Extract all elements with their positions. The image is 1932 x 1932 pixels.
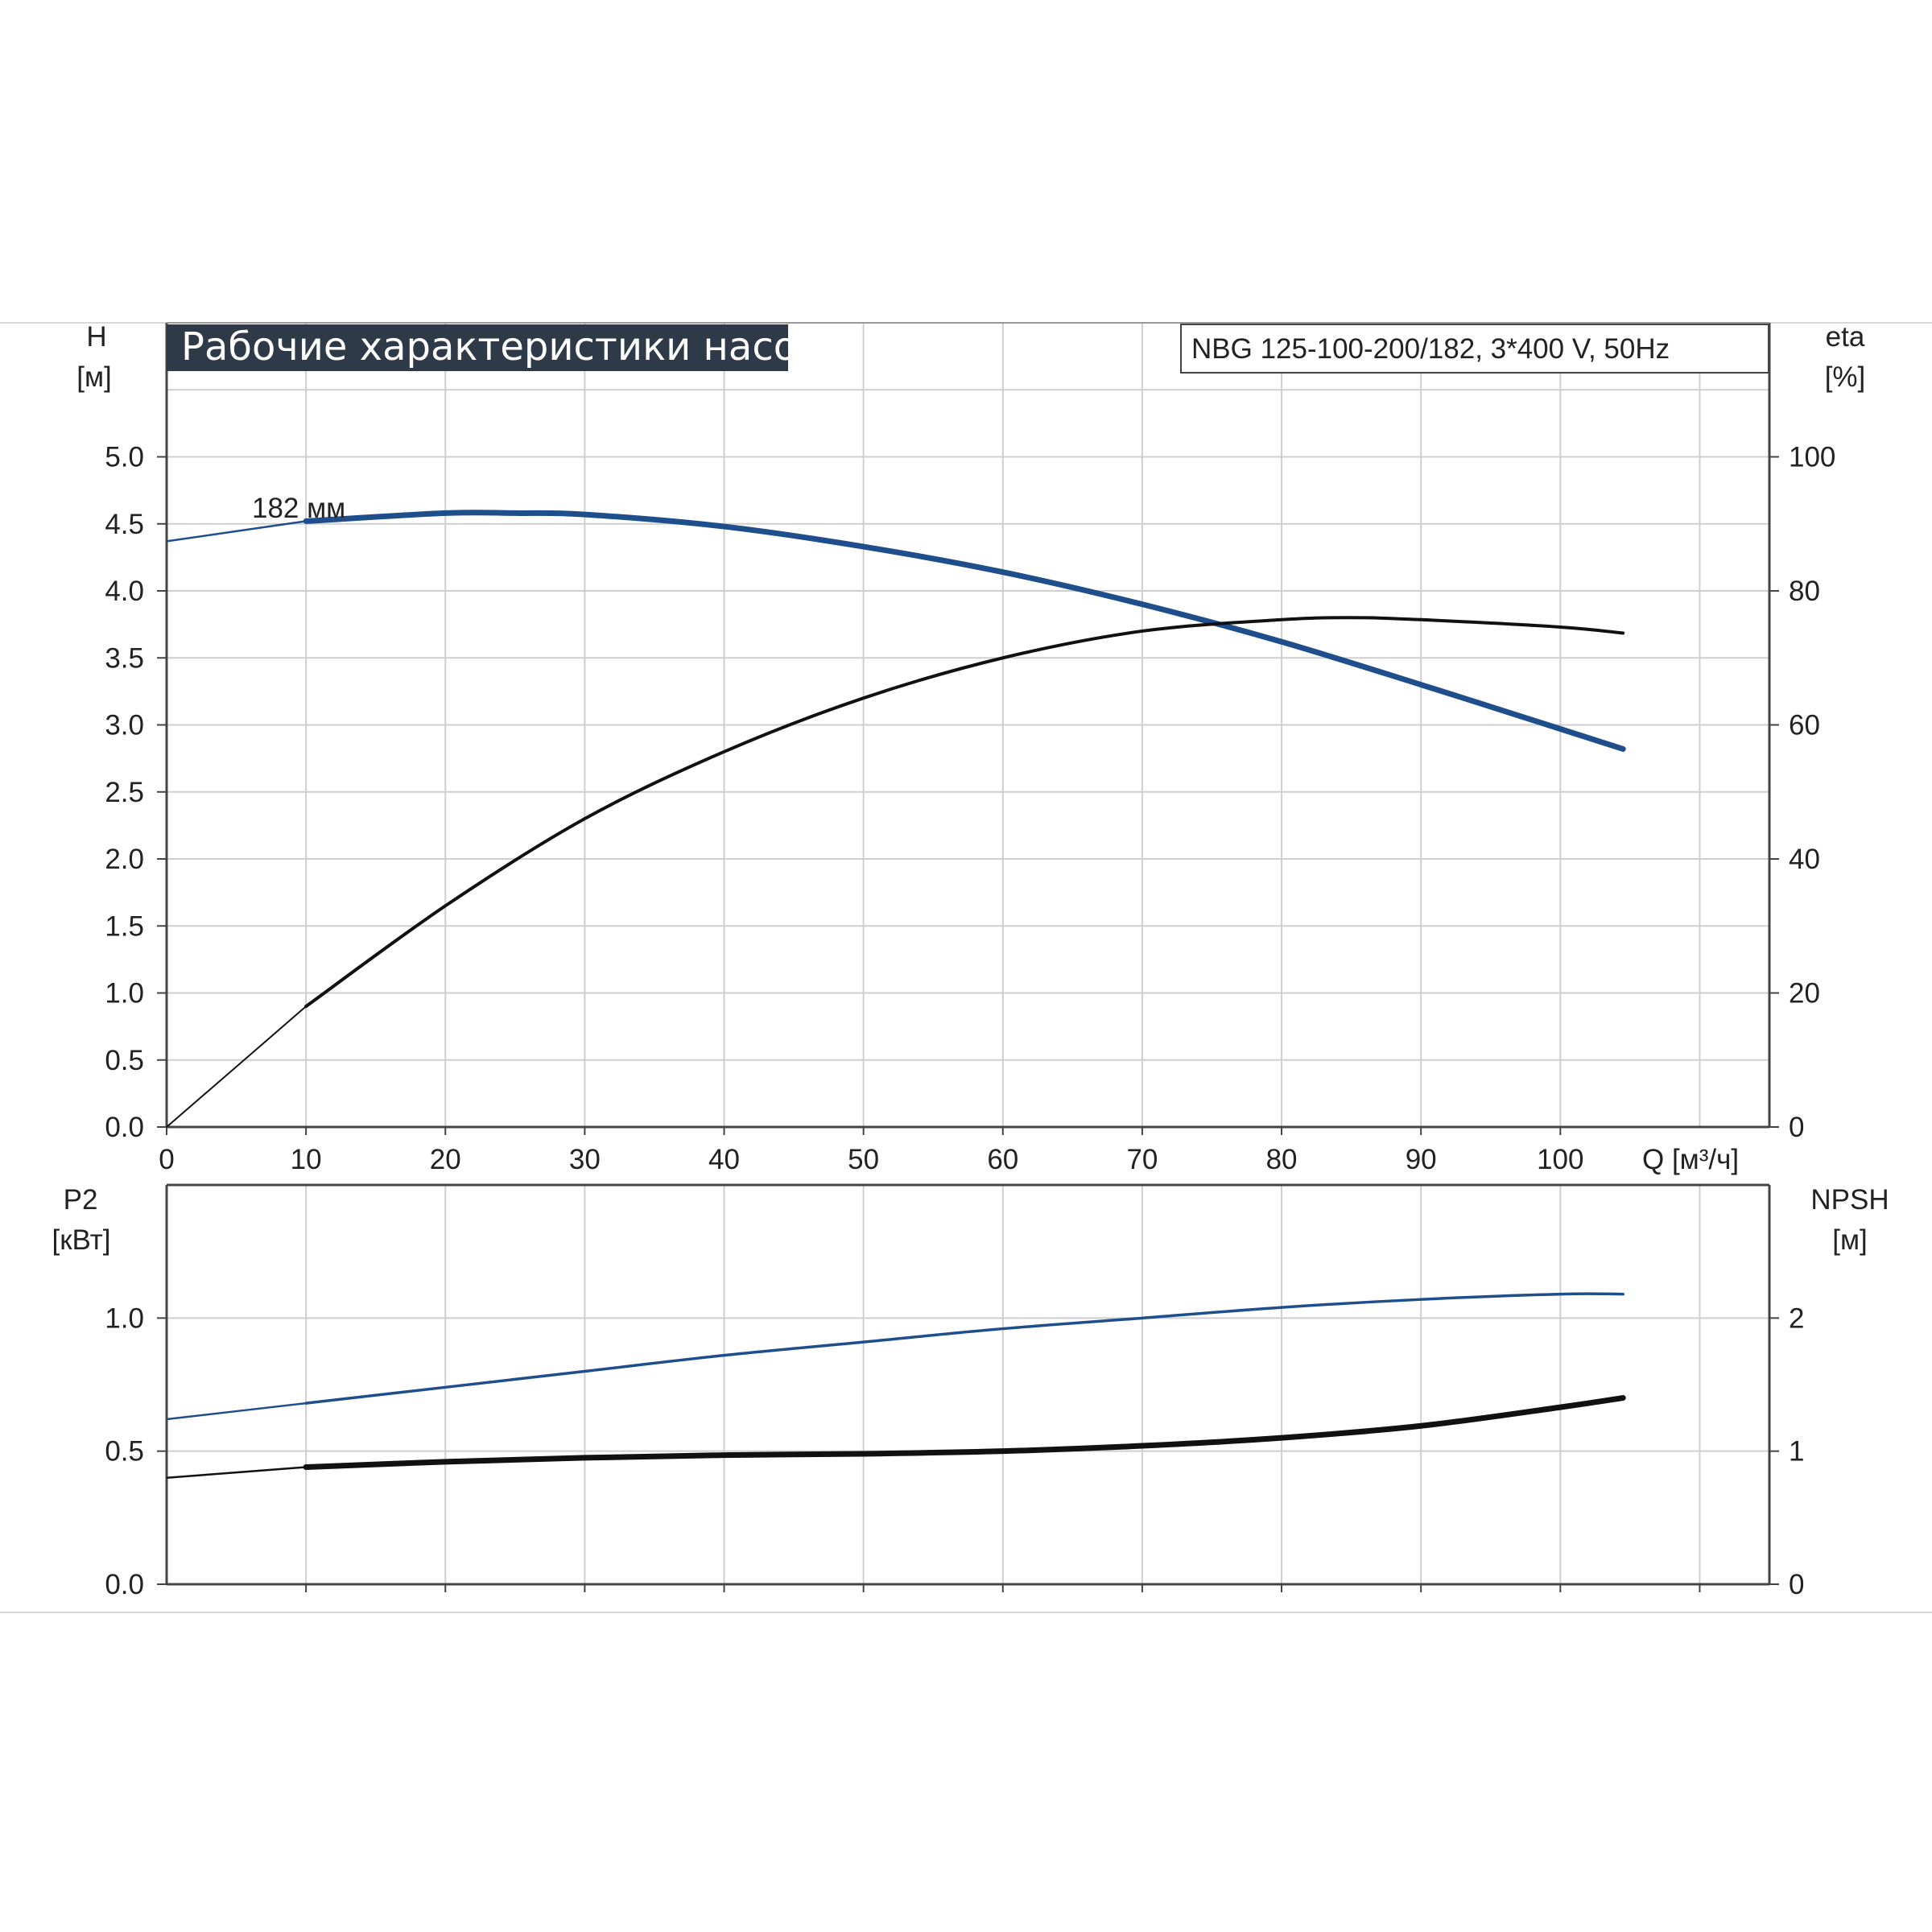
bottom-grid: [167, 1185, 1769, 1584]
x-tick-label: 0: [159, 1144, 174, 1175]
left-tick-label: 3.0: [105, 710, 144, 741]
left-tick-label: 1.0: [105, 1302, 144, 1334]
power-curve-extension: [166, 1402, 307, 1421]
impeller-diameter-label: 182 мм: [252, 493, 345, 524]
right-tick-label: 60: [1789, 710, 1820, 741]
curves: [166, 510, 1626, 1479]
left-tick-label: 1.0: [105, 978, 144, 1009]
right-tick-label: 20: [1789, 978, 1820, 1009]
npsh-curve: [303, 1395, 1626, 1471]
bottom-ticks: 0.0 0.5 1.0 0 1 2: [105, 1302, 1804, 1600]
power-axis-label: P2: [64, 1184, 98, 1216]
x-tick-label: 90: [1406, 1144, 1437, 1175]
top-grid: [167, 323, 1769, 1127]
efficiency-axis-label: eta: [1826, 321, 1865, 353]
left-tick-label: 0.5: [105, 1045, 144, 1076]
left-tick-label: 5.0: [105, 442, 144, 473]
power-axis-unit: [кВт]: [52, 1224, 111, 1256]
right-tick-label: 100: [1789, 442, 1835, 473]
left-tick-label: 2.0: [105, 844, 144, 875]
right-tick-label: 1: [1789, 1436, 1804, 1468]
power-curve: [304, 1292, 1624, 1405]
efficiency-curve: [304, 616, 1625, 1009]
x-tick-label: 20: [430, 1144, 461, 1175]
right-tick-label: 80: [1789, 576, 1820, 607]
efficiency-curve-extension: [166, 1005, 307, 1128]
x-tick-label: 10: [291, 1144, 322, 1175]
left-tick-label: 4.5: [105, 509, 144, 540]
right-tick-label: 0: [1789, 1569, 1804, 1600]
title-box: [167, 324, 788, 371]
left-tick-label: 1.5: [105, 910, 144, 942]
x-tick-label: 70: [1126, 1144, 1158, 1175]
head-curve-extension: [166, 520, 307, 543]
chart-title: Рабочие характеристики насоса: [181, 324, 842, 369]
x-tick-label: 60: [987, 1144, 1018, 1175]
head-curve: [303, 510, 1626, 752]
efficiency-axis-unit: [%]: [1825, 361, 1866, 393]
left-tick-label: 2.5: [105, 777, 144, 808]
flow-axis-label: Q [м³/ч]: [1642, 1144, 1739, 1175]
x-tick-label: 50: [848, 1144, 879, 1175]
model-box: [1180, 324, 1769, 374]
left-tick-label: 0.5: [105, 1436, 144, 1468]
right-tick-label: 2: [1789, 1302, 1804, 1334]
head-axis-label: H: [86, 321, 106, 353]
top-ticks: 0.0 0.5 1.0 1.5 2.0 2.5 3.0 3.5 4.0 4.5 5.0 0 20 40 60…: [105, 442, 1835, 1176]
model-label: NBG 125-100-200/182, 3*400 V, 50Hz: [1191, 333, 1670, 365]
left-tick-label: 0.0: [105, 1112, 144, 1143]
x-tick-label: 80: [1266, 1144, 1298, 1175]
x-tick-label: 30: [569, 1144, 601, 1175]
npsh-axis-label: NPSH: [1810, 1184, 1889, 1216]
x-tick-label: 40: [708, 1144, 740, 1175]
right-tick-label: 40: [1789, 844, 1820, 875]
npsh-axis-unit: [м]: [1832, 1224, 1868, 1256]
head-axis-unit: [м]: [76, 361, 112, 393]
x-tick-label: 100: [1537, 1144, 1583, 1175]
left-tick-label: 0.0: [105, 1569, 144, 1600]
npsh-curve-extension: [166, 1466, 307, 1479]
right-tick-label: 0: [1789, 1112, 1804, 1143]
left-tick-label: 3.5: [105, 642, 144, 674]
left-tick-label: 4.0: [105, 576, 144, 607]
